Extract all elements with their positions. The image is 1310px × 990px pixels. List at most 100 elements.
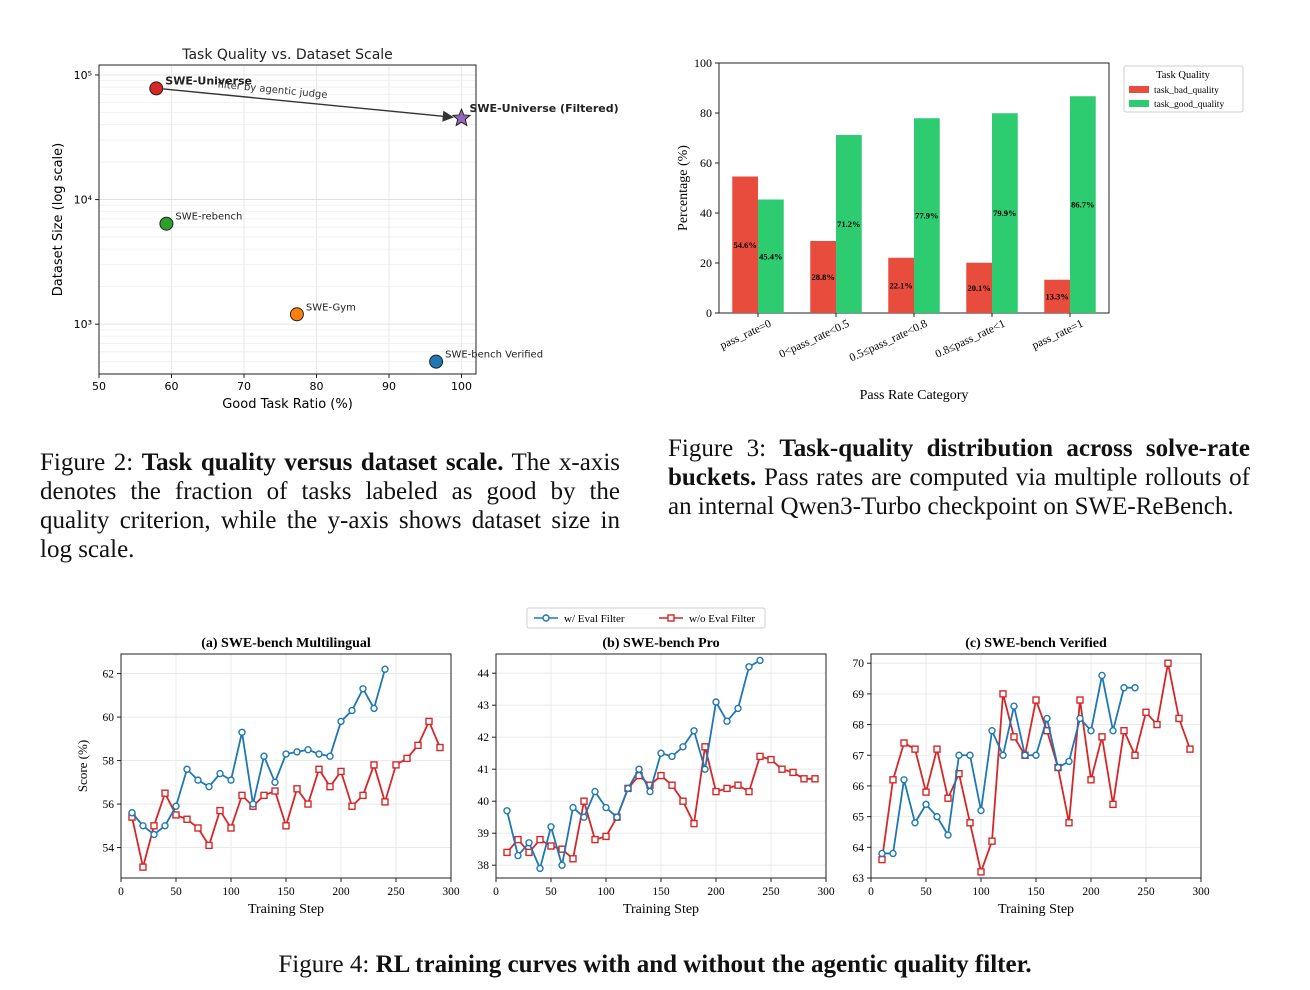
data-point-w-eval-filter (1054, 763, 1062, 772)
data-point-w-eval-filter (183, 765, 191, 773)
data-point-w-o-eval-filter (1131, 751, 1139, 759)
data-point-w-eval-filter (580, 813, 588, 821)
data-point-w-eval-filter (150, 830, 158, 839)
x-tick-label: 300 (817, 886, 835, 898)
data-point-w-eval-filter (1098, 671, 1106, 680)
data-point-w-o-eval-filter (183, 815, 191, 823)
x-tick-label: 50 (920, 886, 932, 898)
data-point-w-eval-filter (1032, 751, 1040, 759)
y-tick-label: 41 (478, 764, 490, 776)
data-point-w-o-eval-filter (161, 789, 169, 797)
data-point-w-o-eval-filter (536, 835, 544, 844)
data-point-w-eval-filter (690, 727, 698, 735)
data-point-w-eval-filter (547, 823, 555, 831)
figure3-caption-bold: Task-quality distribution across solve-r… (668, 435, 1251, 491)
data-point-w-o-eval-filter (922, 788, 930, 796)
data-point-w-o-eval-filter (569, 855, 577, 863)
data-point-w-eval-filter (999, 751, 1007, 759)
bar-value-label: 86.7% (1071, 200, 1094, 210)
legend-title: Task Quality (1156, 70, 1211, 81)
x-tick-label: 100 (222, 886, 240, 898)
data-point-w-eval-filter (613, 813, 621, 821)
data-point-w-eval-filter (591, 787, 599, 796)
data-point-w-eval-filter (889, 849, 897, 858)
data-point-w-eval-filter (955, 751, 963, 759)
data-point-w-eval-filter (745, 663, 753, 671)
data-point-w-eval-filter (249, 800, 257, 808)
data-point-w-eval-filter (668, 752, 676, 761)
data-point-w-o-eval-filter (547, 842, 555, 850)
data-point-w-eval-filter (679, 743, 687, 751)
x-tick-label: 0.8≤pass_rate<1 (934, 318, 1008, 361)
figure2-caption-text: The x-axis denotes the fraction of tasks… (40, 449, 621, 563)
y-tick-label: 69 (853, 689, 865, 701)
x-tick-label: 0 (118, 886, 124, 898)
data-point-w-o-eval-filter (514, 835, 522, 844)
data-point-w-o-eval-filter (679, 797, 687, 805)
panel-title: (b) SWE-bench Pro (602, 636, 719, 651)
legend-label-task-bad-quality: task_bad_quality (1154, 86, 1219, 96)
x-tick-label: 80 (310, 380, 324, 393)
figure4-caption-label: Figure 4: (278, 951, 370, 978)
data-point-w-o-eval-filter (315, 765, 323, 773)
data-point-w-eval-filter (1087, 727, 1095, 735)
data-point-w-eval-filter (315, 750, 323, 758)
data-point-w-eval-filter (525, 839, 533, 847)
bar-task-good-quality (914, 118, 940, 313)
y-tick-label: 40 (478, 796, 490, 808)
data-point-w-o-eval-filter (282, 822, 290, 830)
data-point-w-eval-filter (381, 665, 389, 673)
bar-value-label: 54.6% (733, 240, 756, 250)
x-tick-label: 200 (707, 886, 725, 898)
data-point-w-o-eval-filter (966, 819, 974, 827)
data-point-w-o-eval-filter (293, 785, 301, 793)
data-point-w-o-eval-filter (977, 868, 985, 876)
data-point-w-o-eval-filter (150, 822, 158, 830)
data-point-w-eval-filter (260, 752, 268, 760)
data-point-w-o-eval-filter (503, 848, 511, 857)
x-axis-label: Training Step (623, 902, 699, 917)
data-point-w-o-eval-filter (933, 745, 941, 753)
legend-marker-w-o-eval-filter (667, 614, 675, 622)
figure4-line-charts: w/ Eval Filter w/o Eval Filter 0 50 100 150 20… (75, 607, 1210, 917)
data-point-w-o-eval-filter (602, 832, 610, 841)
panel-a-swe-bench-multilingual: 0 50 100 150 200 250 300 54 56 58 60 62 (a) SWE-benc… (75, 636, 460, 917)
data-point-w-o-eval-filter (878, 855, 886, 864)
bar-value-label: 71.2% (837, 219, 860, 229)
panel-c-swe-bench-verified: 0 50 100 150 200 250 300 63 64 65 66 67 68 69 70 (c) SW… (853, 636, 1210, 917)
data-point-w-o-eval-filter (348, 802, 356, 810)
data-point-w-eval-filter (161, 822, 169, 830)
data-point-w-o-eval-filter (370, 761, 378, 769)
series-line-w-eval-filter (882, 675, 1135, 855)
y-axis-label: Dataset Size (log scale) (51, 143, 66, 296)
data-point-w-eval-filter (911, 819, 919, 827)
x-tick-label: 250 (762, 886, 780, 898)
y-tick-label: 80 (700, 106, 712, 120)
legend-label-w-o-eval-filter: w/o Eval Filter (689, 613, 755, 625)
x-tick-label: 70 (237, 380, 251, 393)
chart-title: Task Quality vs. Dataset Scale (181, 47, 393, 63)
legend-swatch-task-good-quality (1129, 100, 1149, 107)
data-point-w-eval-filter (624, 784, 632, 793)
x-axis-label: Good Task Ratio (%) (222, 397, 353, 412)
x-tick-label: 250 (1137, 886, 1155, 898)
bar-task-good-quality (1070, 96, 1096, 313)
x-axis-label: Training Step (248, 902, 324, 917)
y-tick-label: 44 (478, 668, 490, 680)
data-point-w-eval-filter (370, 704, 378, 713)
y-tick-label: 64 (853, 842, 865, 854)
point-label-swe-gym: SWE-Gym (306, 302, 356, 313)
y-tick-label: 43 (478, 700, 490, 712)
data-point-w-o-eval-filter (436, 743, 444, 752)
y-axis-label: Percentage (%) (676, 145, 691, 231)
data-point-w-o-eval-filter (767, 755, 775, 764)
data-point-w-eval-filter (359, 685, 367, 693)
y-tick-label: 10⁴ (74, 194, 93, 207)
data-point-w-eval-filter (734, 704, 742, 713)
x-axis-label: Pass Rate Category (860, 388, 969, 403)
data-point-w-eval-filter (1065, 757, 1073, 766)
data-point-w-o-eval-filter (701, 743, 709, 751)
y-tick-label: 39 (478, 828, 490, 840)
data-point-w-eval-filter (172, 802, 180, 810)
data-point-w-eval-filter (271, 778, 279, 787)
